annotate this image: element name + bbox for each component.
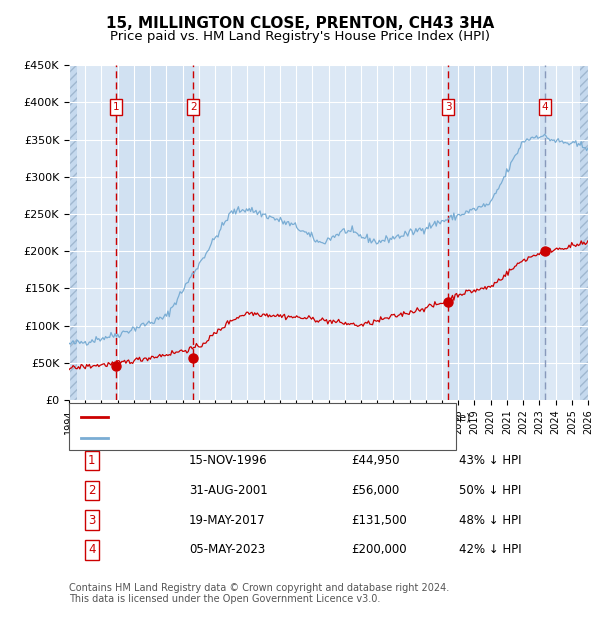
Text: 2: 2 bbox=[88, 484, 95, 497]
Text: 1: 1 bbox=[88, 454, 95, 467]
Text: 50% ↓ HPI: 50% ↓ HPI bbox=[459, 484, 521, 497]
Text: £44,950: £44,950 bbox=[351, 454, 400, 467]
Text: £200,000: £200,000 bbox=[351, 544, 407, 556]
Bar bbox=[580, 65, 588, 400]
Text: 05-MAY-2023: 05-MAY-2023 bbox=[189, 544, 265, 556]
Bar bbox=[580, 65, 588, 400]
Text: HPI: Average price, detached house, Wirral: HPI: Average price, detached house, Wirr… bbox=[114, 433, 353, 443]
Text: £131,500: £131,500 bbox=[351, 514, 407, 526]
Text: Contains HM Land Registry data © Crown copyright and database right 2024.
This d: Contains HM Land Registry data © Crown c… bbox=[69, 583, 449, 604]
Text: 48% ↓ HPI: 48% ↓ HPI bbox=[459, 514, 521, 526]
Bar bbox=[69, 65, 77, 400]
Text: £56,000: £56,000 bbox=[351, 484, 399, 497]
Text: 42% ↓ HPI: 42% ↓ HPI bbox=[459, 544, 521, 556]
Bar bbox=[116, 65, 193, 400]
Text: 15, MILLINGTON CLOSE, PRENTON, CH43 3HA: 15, MILLINGTON CLOSE, PRENTON, CH43 3HA bbox=[106, 16, 494, 30]
Bar bbox=[448, 65, 545, 400]
Text: 15, MILLINGTON CLOSE, PRENTON, CH43 3HA (detached house): 15, MILLINGTON CLOSE, PRENTON, CH43 3HA … bbox=[114, 412, 470, 422]
Text: 3: 3 bbox=[88, 514, 95, 526]
Text: 43% ↓ HPI: 43% ↓ HPI bbox=[459, 454, 521, 467]
Text: 4: 4 bbox=[542, 102, 548, 112]
Text: 19-MAY-2017: 19-MAY-2017 bbox=[189, 514, 266, 526]
Text: 4: 4 bbox=[88, 544, 95, 556]
Text: 2: 2 bbox=[190, 102, 197, 112]
Text: 3: 3 bbox=[445, 102, 452, 112]
Text: 1: 1 bbox=[112, 102, 119, 112]
Text: 15-NOV-1996: 15-NOV-1996 bbox=[189, 454, 268, 467]
Text: Price paid vs. HM Land Registry's House Price Index (HPI): Price paid vs. HM Land Registry's House … bbox=[110, 30, 490, 43]
Bar bbox=[69, 65, 77, 400]
Text: 31-AUG-2001: 31-AUG-2001 bbox=[189, 484, 268, 497]
